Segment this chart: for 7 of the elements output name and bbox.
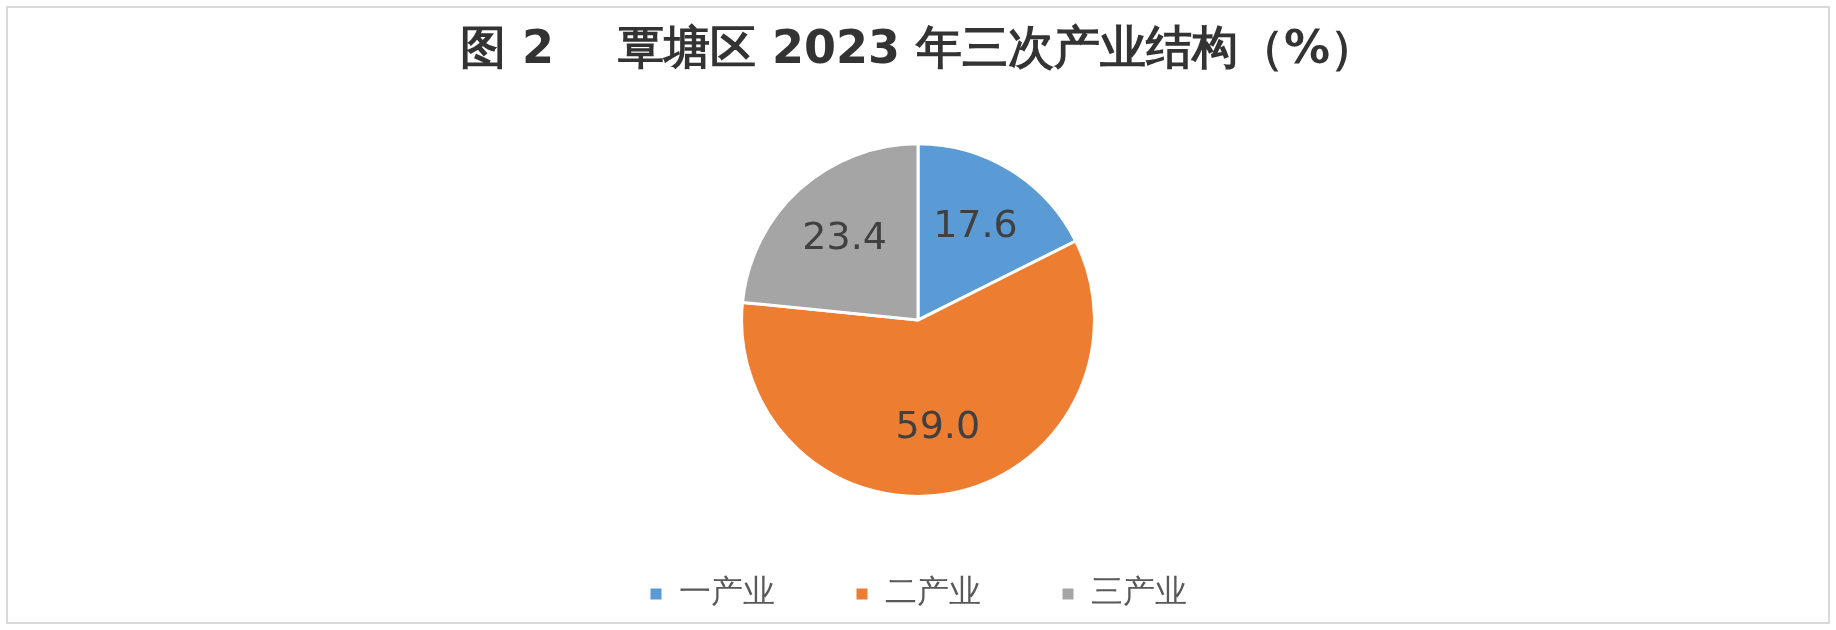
- data-label: 23.4: [802, 213, 887, 258]
- legend-label: 二产业: [885, 572, 981, 611]
- legend-label: 三产业: [1091, 572, 1187, 611]
- chart-title: 图 2 覃塘区 2023 年三次产业结构（%）: [459, 19, 1377, 74]
- data-label: 59.0: [895, 402, 981, 447]
- data-label: 17.6: [933, 201, 1018, 246]
- legend-label: 一产业: [679, 572, 775, 611]
